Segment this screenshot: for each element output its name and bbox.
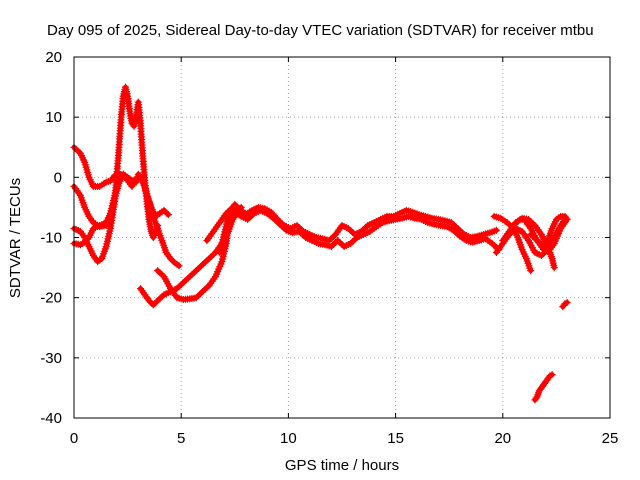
y-tick-label: 20: [45, 49, 62, 66]
x-tick-label: 5: [177, 430, 185, 447]
data-point: [84, 235, 92, 243]
data-point: [548, 371, 556, 379]
series-arc-2: [70, 170, 183, 270]
data-series: [70, 83, 571, 404]
data-point: [563, 215, 571, 223]
series-arc-15: [559, 298, 571, 311]
series-arc-3: [70, 83, 162, 266]
chart-title: Day 095 of 2025, Sidereal Day-to-day VTE…: [47, 22, 594, 39]
series-arc-13: [527, 212, 571, 250]
x-tick-label: 0: [70, 430, 78, 447]
data-point: [175, 262, 183, 270]
x-tick-label: 20: [494, 430, 511, 447]
y-tick-label: -10: [40, 230, 62, 247]
y-tick-label: 10: [45, 109, 62, 126]
data-point: [132, 176, 140, 184]
data-point: [163, 209, 171, 217]
grid-lines: [74, 57, 610, 418]
y-tick-label: -30: [40, 350, 62, 367]
y-axis-label: SDTVAR / TECUs: [7, 178, 24, 298]
data-point: [164, 211, 172, 219]
series-arc-6: [154, 200, 250, 303]
y-tick-label: -40: [40, 410, 62, 427]
x-axis-label: GPS time / hours: [285, 457, 399, 474]
series-arc-14: [531, 371, 556, 404]
y-axis-ticks: -40 -30 -20 -10 0 10 20: [40, 49, 610, 427]
series-arc-8: [216, 206, 503, 256]
x-tick-label: 25: [602, 430, 619, 447]
data-point: [563, 298, 571, 306]
data-point: [492, 226, 500, 234]
data-point: [154, 221, 162, 229]
series-arc-4: [70, 170, 140, 249]
series-arc-7: [203, 203, 500, 244]
y-tick-label: -20: [40, 290, 62, 307]
data-point: [152, 298, 160, 306]
data-point: [550, 264, 558, 272]
series-arc-9: [490, 212, 535, 275]
data-point: [527, 267, 535, 275]
x-tick-label: 15: [387, 430, 404, 447]
x-tick-label: 10: [280, 430, 297, 447]
plot-frame: [73, 56, 611, 419]
data-point: [562, 214, 570, 222]
y-tick-label: 0: [54, 169, 62, 186]
series-arc-12: [499, 214, 571, 253]
data-point: [169, 257, 177, 265]
